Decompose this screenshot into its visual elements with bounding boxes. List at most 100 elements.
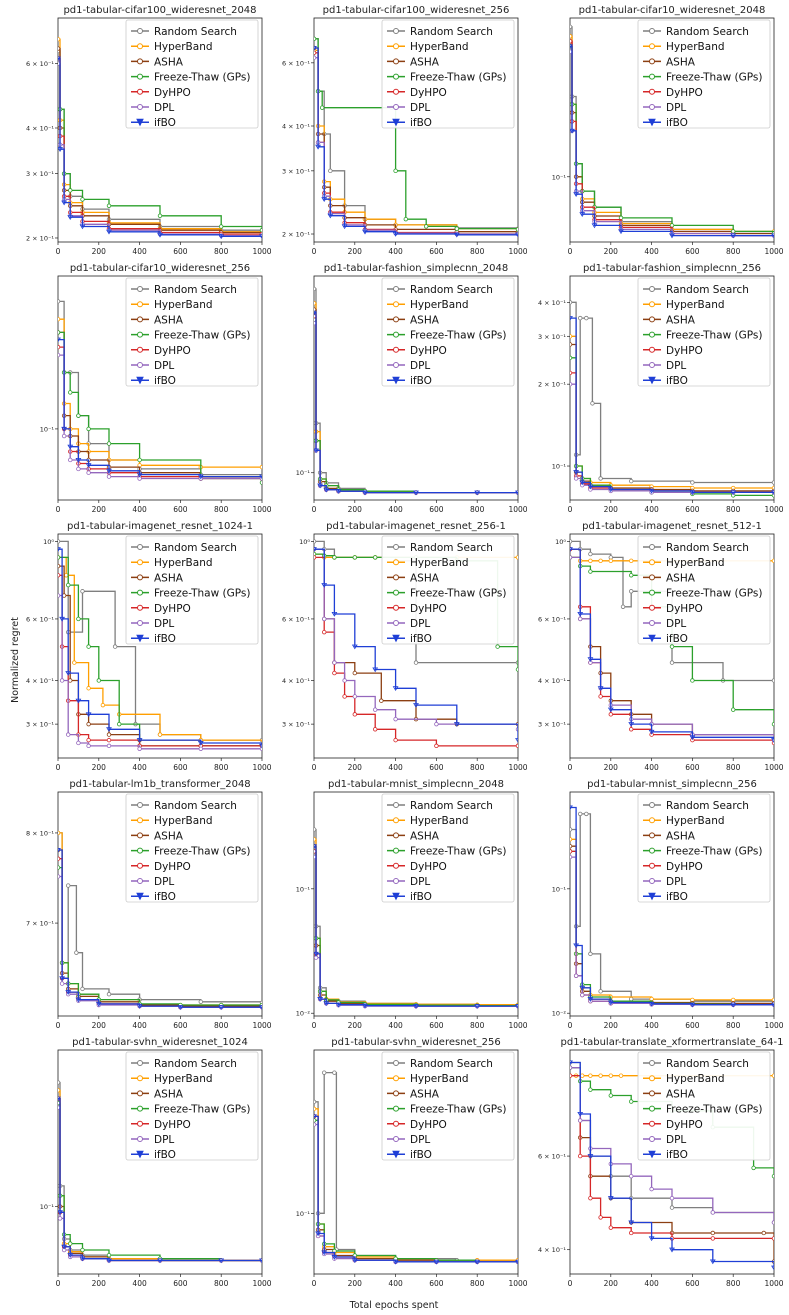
legend-label: ASHA (666, 830, 696, 842)
legend-item-dyhpo: DyHPO (131, 87, 191, 99)
legend-item-hyperband: HyperBand (131, 815, 213, 827)
subplot-5: pd1-tabular-fashion_simplecnn_2048 0 200 40… (296, 263, 528, 514)
legend-item-dpl: DPL (387, 1134, 430, 1146)
legend-marker (137, 878, 143, 884)
legend-item-dyhpo: DyHPO (131, 345, 191, 357)
data-point (58, 539, 61, 544)
data-point (629, 573, 634, 578)
data-point (314, 45, 317, 51)
x-tick-label: 200 (348, 763, 363, 772)
legend-frame (637, 19, 771, 129)
x-tick-label: 0 (312, 763, 317, 772)
legend-label: DPL (410, 102, 430, 114)
legend-label: Freeze-Thaw (GPs) (410, 846, 506, 858)
y-axis-label: Normalized regret (10, 617, 21, 703)
x-tick-label: 800 (470, 763, 485, 772)
x-tick-label: 0 (312, 1279, 317, 1288)
legend-marker (649, 43, 655, 50)
legend-item-hyperband: HyperBand (387, 41, 469, 53)
legend-marker (393, 1090, 399, 1097)
data-point (79, 224, 86, 230)
legend-marker (649, 817, 655, 824)
data-point (259, 480, 262, 485)
data-point (218, 1258, 225, 1264)
y-tick-label: 6 × 10⁻¹ (282, 615, 310, 623)
data-point (65, 582, 71, 588)
x-tick-label: 400 (644, 763, 659, 772)
legend-label: DyHPO (666, 87, 703, 99)
legend-label: DPL (666, 360, 686, 372)
legend-label: Random Search (666, 542, 749, 554)
series-line-ifbo (570, 548, 774, 741)
x-tick-label: 1000 (764, 763, 783, 772)
legend-marker (137, 589, 143, 596)
legend-label: Freeze-Thaw (GPs) (410, 330, 506, 342)
data-point (65, 990, 72, 995)
legend-label: DPL (410, 1134, 430, 1146)
data-point (578, 616, 583, 622)
x-tick-label: 600 (173, 1279, 188, 1288)
legend-label: ASHA (410, 830, 440, 842)
legend-label: ifBO (154, 891, 176, 903)
data-point (136, 1004, 143, 1009)
legend-label: HyperBand (666, 41, 725, 53)
legend-marker (649, 73, 655, 80)
x-tick-label: 400 (644, 1021, 659, 1030)
legend-label: Random Search (666, 26, 749, 38)
y-tick-label: 6 × 10⁻¹ (26, 60, 54, 68)
legend-marker (393, 802, 399, 808)
legend-marker (137, 1075, 143, 1082)
data-point (76, 740, 81, 746)
legend-label: DyHPO (154, 861, 191, 873)
data-point (579, 212, 586, 217)
x-tick-label: 200 (604, 1279, 619, 1288)
legend-marker (393, 43, 399, 50)
legend-marker (392, 1150, 400, 1159)
axes-frame (569, 1049, 775, 1275)
legend-label: Random Search (410, 284, 493, 296)
axes-frame (313, 275, 519, 501)
data-point (669, 1205, 675, 1210)
x-tick-label: 800 (214, 247, 229, 256)
legend-frame (125, 535, 259, 645)
legend-item-hyperband: HyperBand (643, 815, 725, 827)
data-point (570, 547, 573, 552)
data-point (322, 1070, 327, 1075)
data-point (669, 660, 675, 665)
data-point (65, 732, 71, 737)
legend-marker (393, 1060, 399, 1066)
y-tick-label: 3 × 10⁻¹ (282, 167, 310, 175)
legend-item-freeze-thaw-gps: Freeze-Thaw (GPs) (643, 846, 762, 858)
legend-label: ASHA (154, 56, 184, 68)
y-tick-label: 4 × 10⁻¹ (538, 677, 566, 685)
legend-marker (649, 1060, 655, 1066)
data-point (314, 547, 317, 552)
legend-item-asha: ASHA (643, 1088, 696, 1100)
x-tick-label: 1000 (252, 505, 271, 514)
data-point (570, 381, 573, 387)
axes-frame (313, 1049, 519, 1275)
legend: Random Search HyperBand ASHA Freeze-Thaw (G… (125, 535, 259, 645)
data-point (86, 644, 91, 649)
data-point (58, 316, 61, 322)
legend-item-ifbo: ifBO (131, 891, 176, 903)
data-point (608, 1073, 613, 1078)
series-group (570, 300, 774, 498)
legend-label: ifBO (154, 1149, 176, 1161)
legend-label: HyperBand (154, 41, 213, 53)
data-point (373, 727, 378, 732)
series-line-ifbo (314, 47, 518, 236)
data-point (515, 667, 518, 672)
legend-label: ASHA (410, 314, 440, 326)
data-point (68, 390, 73, 395)
legend-marker (393, 362, 399, 368)
legend-label: DPL (154, 618, 174, 630)
data-point (669, 233, 675, 239)
legend-label: HyperBand (154, 557, 213, 569)
legend-label: ifBO (410, 375, 432, 387)
subplot-title: pd1-tabular-svhn_wideresnet_256 (331, 1037, 500, 1048)
data-point (314, 301, 317, 306)
data-point (578, 1153, 583, 1159)
legend-item-dpl: DPL (643, 102, 686, 114)
legend-marker (649, 589, 655, 596)
